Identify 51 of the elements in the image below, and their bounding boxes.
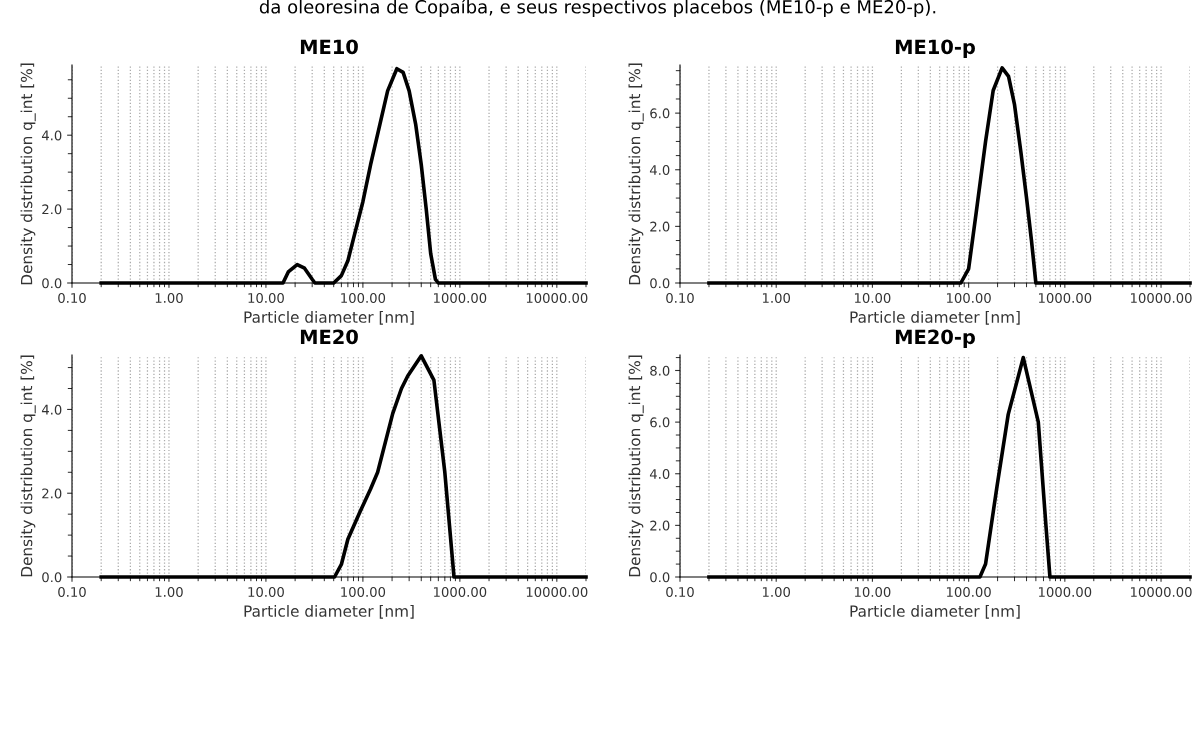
x-tick-label: 10.00	[854, 586, 891, 597]
y-tick-label: 0.0	[650, 572, 670, 583]
x-tick-label: 1.00	[762, 292, 791, 303]
y-tick-label: 0.0	[650, 278, 670, 289]
x-tick-label: 10000.00	[1131, 586, 1192, 597]
x-tick-label: 100.00	[341, 292, 386, 303]
x-tick-label: 1000.00	[1039, 292, 1092, 303]
y-tick-label: 2.0	[42, 204, 62, 215]
y-axis-title: Density distribution q_int [%]	[20, 63, 36, 285]
x-axis-title: Particle diameter [nm]	[244, 605, 414, 619]
x-tick-label: 10000.00	[1131, 292, 1192, 303]
x-tick-label: 10.00	[854, 292, 891, 303]
x-tick-label: 0.10	[666, 292, 694, 303]
x-tick-label: 1.00	[155, 586, 183, 597]
y-tick-label: 6.0	[650, 108, 670, 119]
y-axis-title: Density distribution q_int [%]	[628, 355, 644, 577]
x-tick-label: 1000.00	[1039, 586, 1092, 597]
x-tick-label: 1.00	[762, 586, 791, 597]
y-tick-label: 0.0	[42, 278, 62, 289]
x-axis-title: Particle diameter [nm]	[244, 311, 414, 325]
x-tick-label: 0.10	[666, 586, 694, 597]
y-tick-label: 4.0	[41, 130, 62, 141]
y-axis-title: Density distribution q_int [%]	[628, 63, 644, 285]
y-axis-title: Density distribution q_int [%]	[20, 355, 36, 577]
x-tick-label: 1000.00	[434, 292, 487, 303]
x-tick-label: 10.00	[248, 292, 284, 303]
y-tick-label: 2.0	[42, 488, 62, 499]
x-tick-label: 10.00	[248, 586, 284, 597]
y-tick-label: 4.0	[41, 404, 62, 415]
x-tick-label: 10000.00	[526, 292, 588, 303]
y-tick-label: 0.0	[42, 572, 62, 583]
y-tick-label: 4.0	[649, 468, 670, 479]
x-tick-label: 10000.00	[526, 586, 588, 597]
x-tick-label: 100.00	[946, 292, 991, 303]
x-tick-label: 1.00	[155, 292, 183, 303]
chart-title: ME10	[300, 39, 358, 55]
x-tick-label: 100.00	[341, 586, 386, 597]
y-tick-label: 6.0	[650, 417, 670, 428]
chart-title: ME20	[300, 329, 358, 345]
y-tick-label: 8.0	[650, 365, 670, 376]
x-tick-label: 0.10	[58, 292, 86, 303]
x-tick-label: 0.10	[58, 586, 86, 597]
x-tick-label: 100.00	[946, 586, 991, 597]
y-tick-label: 2.0	[650, 221, 670, 232]
chart-title: ME10-p	[895, 39, 975, 58]
x-tick-label: 1000.00	[434, 586, 487, 597]
y-tick-label: 2.0	[650, 520, 670, 531]
y-tick-label: 4.0	[649, 164, 670, 175]
x-axis-title: Particle diameter [nm]	[850, 311, 1020, 325]
x-axis-title: Particle diameter [nm]	[850, 605, 1020, 619]
chart-title: ME20-p	[895, 329, 975, 348]
